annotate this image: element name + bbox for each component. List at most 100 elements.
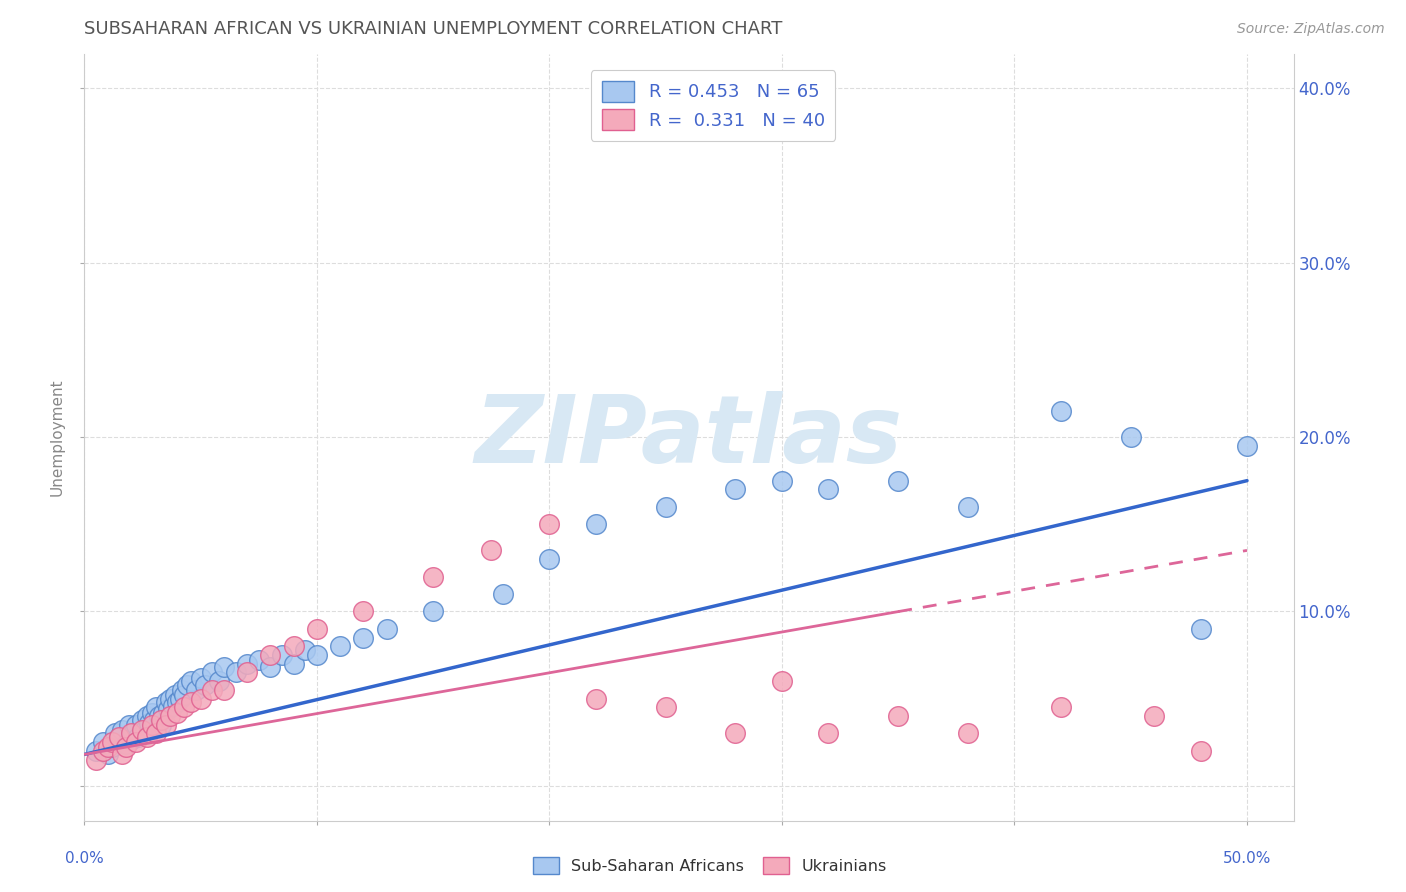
Point [138,716,160,731]
Point [97,747,120,762]
Point [956,726,979,740]
Point [120,733,142,747]
Point [422,604,444,618]
Point [173,700,195,714]
Point [110,747,132,762]
Point [152,706,174,720]
Point [148,709,170,723]
Point [91,744,114,758]
Point [190,691,212,706]
Point [422,569,444,583]
Point [136,730,159,744]
Point [134,723,156,737]
Point [131,713,153,727]
Point [259,648,281,662]
Point [155,695,177,709]
Point [165,688,187,702]
Point [143,713,166,727]
Point [724,726,747,740]
Point [117,717,139,731]
Point [101,735,124,749]
Point [84,753,107,767]
Point [159,691,181,706]
Point [654,500,676,514]
Point [166,695,188,709]
Point [352,631,374,645]
Text: ZIPatlas: ZIPatlas [475,391,903,483]
Point [101,740,124,755]
Point [120,726,142,740]
Point [157,702,180,716]
Point [162,698,184,713]
Point [145,726,167,740]
Point [84,744,107,758]
Point [817,726,839,740]
Point [271,648,294,662]
Point [212,682,235,697]
Point [1050,700,1073,714]
Point [1050,404,1073,418]
Point [492,587,515,601]
Text: Source: ZipAtlas.com: Source: ZipAtlas.com [1237,22,1385,37]
Point [305,648,328,662]
Point [247,653,270,667]
Point [585,691,607,706]
Point [283,640,305,654]
Point [145,700,167,714]
Point [104,726,127,740]
Point [169,691,191,706]
Point [1119,430,1142,444]
Point [1189,744,1212,758]
Point [97,740,120,755]
Point [479,543,502,558]
Point [887,474,910,488]
Point [585,517,607,532]
Point [180,674,202,689]
Point [817,483,839,497]
Point [1236,439,1258,453]
Point [115,737,138,751]
Point [91,735,114,749]
Point [127,730,149,744]
Point [654,700,676,714]
Point [180,695,202,709]
Point [108,730,131,744]
Point [131,723,153,737]
Point [236,665,259,680]
Point [305,622,328,636]
Point [115,740,138,755]
Point [150,717,173,731]
Point [538,552,561,566]
Point [1143,709,1166,723]
Point [150,713,173,727]
Point [201,682,224,697]
Point [108,730,131,744]
Point [122,726,145,740]
Point [173,688,195,702]
Point [770,474,793,488]
Point [212,660,235,674]
Point [141,717,163,731]
Point [208,674,231,689]
Point [770,674,793,689]
Point [294,642,316,657]
Text: SUBSAHARAN AFRICAN VS UKRAINIAN UNEMPLOYMENT CORRELATION CHART: SUBSAHARAN AFRICAN VS UKRAINIAN UNEMPLOY… [84,21,783,38]
Point [141,706,163,720]
Point [190,671,212,685]
Point [124,735,146,749]
Point [236,657,259,671]
Point [956,500,979,514]
Legend: Sub-Saharan Africans, Ukrainians: Sub-Saharan Africans, Ukrainians [527,850,893,880]
Point [201,665,224,680]
Y-axis label: Unemployment: Unemployment [49,378,65,496]
Point [124,717,146,731]
Point [166,706,188,720]
Point [352,604,374,618]
Point [724,483,747,497]
Point [159,709,181,723]
Point [194,678,217,692]
Point [155,717,177,731]
Point [283,657,305,671]
Point [329,640,352,654]
Text: 50.0%: 50.0% [1223,851,1271,866]
